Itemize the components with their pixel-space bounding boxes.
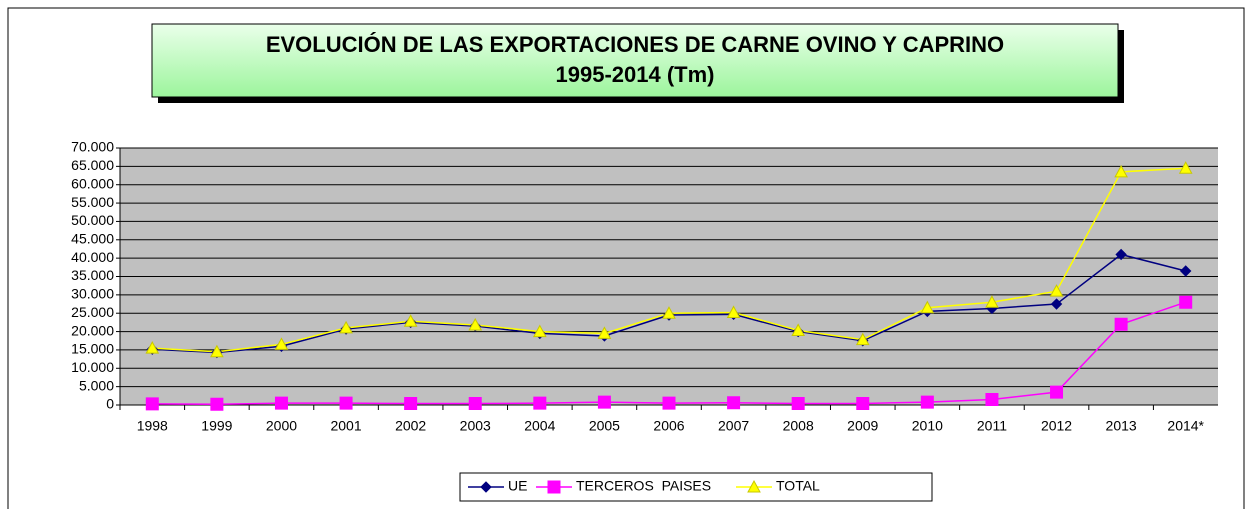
data-point: [920, 395, 934, 409]
x-tick-label: 2010: [912, 418, 943, 434]
x-tick-label: 2013: [1106, 418, 1137, 434]
data-point: [274, 396, 288, 410]
data-point: [468, 397, 482, 411]
data-point: [339, 320, 353, 334]
legend-label: TOTAL: [776, 478, 820, 494]
data-point: [468, 317, 483, 331]
y-tick-label: 30.000: [71, 286, 114, 302]
data-point: [856, 397, 870, 411]
data-point: [1115, 248, 1127, 261]
data-point: [339, 396, 353, 410]
legend-marker: [747, 479, 761, 493]
x-tick-label: 2011: [977, 418, 1007, 434]
data-point: [1050, 298, 1063, 310]
data-point: [210, 397, 224, 411]
data-point: [404, 397, 418, 411]
data-point: [662, 306, 676, 319]
data-point: [1114, 164, 1128, 178]
y-tick-label: 50.000: [71, 212, 114, 228]
y-tick-label: 35.000: [71, 267, 114, 283]
data-point: [210, 344, 224, 358]
y-tick-label: 40.000: [71, 249, 114, 265]
data-point: [274, 337, 289, 350]
y-tick-label: 45.000: [71, 230, 114, 246]
x-tick-label: 1998: [137, 418, 168, 434]
y-tick-label: 15.000: [71, 341, 114, 357]
x-tick-label: 2005: [589, 418, 620, 434]
data-point: [532, 324, 547, 338]
x-tick-label: 1999: [201, 418, 232, 434]
y-tick-label: 20.000: [71, 322, 114, 338]
data-point: [727, 396, 741, 410]
data-point: [985, 295, 999, 308]
data-point: [597, 395, 611, 409]
data-point: [145, 341, 160, 354]
y-tick-label: 65.000: [71, 157, 114, 173]
y-tick-label: 70.000: [71, 139, 114, 155]
x-tick-label: 2003: [460, 418, 491, 434]
y-tick-label: 55.000: [71, 194, 114, 210]
legend-label: UE: [508, 478, 527, 494]
title-box: [151, 23, 1119, 98]
x-tick-label: 2012: [1041, 418, 1072, 434]
y-tick-label: 10.000: [71, 359, 114, 375]
legend-marker: [547, 480, 561, 494]
data-point: [920, 300, 935, 314]
x-tick-label: 2008: [783, 418, 814, 434]
data-point: [726, 305, 741, 318]
data-point: [1050, 385, 1064, 399]
x-tick-label: 2006: [653, 418, 684, 434]
x-tick-label: 2002: [395, 418, 426, 434]
chart-title: 1995-2014 (Tm): [556, 62, 715, 87]
data-point: [662, 396, 676, 410]
x-tick-label: 2014*: [1167, 418, 1204, 434]
data-point: [1114, 317, 1128, 331]
x-tick-label: 2000: [266, 418, 297, 434]
x-tick-label: 2009: [847, 418, 878, 434]
x-tick-label: 2007: [718, 418, 749, 434]
data-point: [1178, 161, 1193, 174]
data-point: [1179, 295, 1193, 309]
legend-marker: [480, 481, 492, 493]
data-point: [597, 326, 612, 339]
legend-label: TERCEROS PAISES: [576, 478, 711, 494]
y-tick-label: 25.000: [71, 304, 114, 320]
chart-title: EVOLUCIÓN DE LAS EXPORTACIONES DE CARNE …: [266, 32, 1004, 57]
y-tick-label: 5.000: [79, 377, 114, 393]
data-point: [1179, 265, 1192, 277]
data-point: [791, 397, 805, 411]
x-tick-label: 2004: [524, 418, 555, 434]
data-point: [985, 392, 999, 406]
data-point: [145, 397, 159, 411]
data-point: [403, 314, 418, 327]
data-point: [791, 323, 806, 336]
data-point: [1049, 284, 1064, 297]
data-point: [533, 396, 547, 410]
y-tick-label: 60.000: [71, 175, 114, 191]
x-tick-label: 2001: [330, 418, 361, 434]
data-point: [855, 332, 870, 346]
y-tick-label: 0: [106, 396, 114, 412]
